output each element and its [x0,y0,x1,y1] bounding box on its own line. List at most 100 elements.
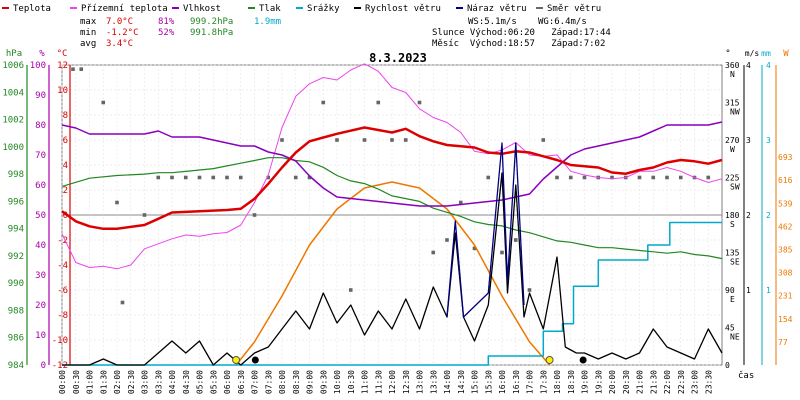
wind-direction-point [486,175,491,180]
direction-tick-label: NW [730,108,740,117]
rain-tick: 2 [766,211,771,220]
humidity-tick: 40 [35,241,46,251]
solar-tick: 231 [778,292,793,301]
x-tick-label: 05:30 [209,370,218,394]
temperature-unit: °C [57,49,68,59]
wind-direction-point [142,213,147,217]
x-tick-label: 06:30 [237,370,246,394]
humidity-tick: 0 [41,361,46,371]
wind-direction-point [170,175,174,180]
temperature-tick: 10 [57,86,68,96]
rain-tick: 1 [766,286,771,295]
wind-direction-point [431,250,436,255]
x-tick-label: 21:00 [636,370,645,394]
pressure-tick: 990 [8,279,24,289]
info-ws: WS:5.1m/s [468,17,517,27]
wind-direction-point [238,175,243,180]
wind-direction-point [403,138,408,142]
x-tick-label: 20:30 [622,370,631,394]
x-axis-label: čas [738,370,754,381]
direction-tick-label: E [730,295,735,304]
temperature-tick: 2 [63,186,68,196]
wind-direction-point [472,246,477,251]
wind-direction-point [445,238,449,242]
series-vlhkost [61,121,723,207]
wind-direction-point [513,238,518,242]
x-tick-label: 02:00 [113,370,122,394]
wind-tick: 4 [746,61,751,70]
wind-direction-point [335,138,339,142]
legend-label: Rychlost větru [365,4,441,14]
summary-min-press: 991.8hPa [190,28,233,38]
x-tick-label: 07:00 [251,370,260,394]
direction-tick: 0 [725,361,730,370]
info-sun: Slunce Východ:06:20 Západ:17:44 [432,28,611,38]
summary-min-label: min [80,28,96,38]
series-slune-n-z-en- [235,181,551,366]
summary-max-rain: 1.9mm [254,17,281,27]
wind-direction-point [266,175,271,180]
x-tick-label: 16:30 [512,370,521,394]
x-tick-label: 20:00 [608,370,617,394]
wind-direction-point [417,100,422,105]
direction-tick: 360 [725,61,740,70]
summary-max-hum: 81% [158,17,175,27]
temperature-tick: -6 [57,286,68,296]
sun-marker [545,356,554,364]
humidity-tick: 10 [35,331,46,341]
solar-tick: 77 [778,338,788,347]
humidity-unit: % [39,49,45,59]
summary-avg-temp: 3.4°C [106,39,133,49]
left-axes: 121086420-2-4-6-8-10-1210061004100210009… [2,61,71,371]
wind-direction-point [665,175,669,180]
wind-direction-point [115,200,119,205]
wind-direction-point [390,138,394,142]
x-tick-label: 14:00 [443,370,452,394]
wind-direction-point [568,175,573,180]
info: WS:5.1m/s WG:6.4m/s Slunce Východ:06:20 … [432,17,611,49]
direction-tick: 225 [725,174,740,183]
wind-direction-point [71,67,75,71]
temperature-tick: 6 [63,136,68,146]
wind-direction-point [120,300,125,305]
wind-direction-point [79,67,84,71]
moon-marker [251,356,259,364]
temperature-tick: -4 [57,261,68,271]
x-tick-label: 17:30 [539,370,548,394]
rain-unit: mm [761,49,771,58]
direction-tick: 180 [725,211,740,220]
x-tick-label: 13:00 [416,370,425,394]
pressure-tick: 984 [8,361,24,371]
pressure-tick: 1000 [2,143,24,153]
solar-tick: 308 [778,269,793,278]
x-tick-label: 14:30 [457,370,466,394]
pressure-tick: 992 [8,252,24,262]
series-n-raz-v-tru [446,142,525,318]
direction-tick-label: NE [730,333,740,342]
sun-marker [232,356,241,364]
x-tick-label: 18:30 [567,370,576,394]
x-tick-label: 05:00 [196,370,205,394]
x-tick-label: 09:30 [319,370,328,394]
x-tick-label: 15:00 [471,370,480,394]
x-tick-label: 03:30 [154,370,163,394]
wind-direction-point [321,100,326,105]
x-tick-label: 02:30 [127,370,136,394]
x-tick-label: 00:30 [72,370,81,394]
x-tick-label: 19:00 [581,370,590,394]
solar-unit: W [783,49,789,59]
wind-direction-point [651,175,656,180]
wind-direction-point [183,175,188,180]
x-axis: 00:00 00:30 01:00 01:30 02:00 02:30 03:00 03:30… [58,370,713,394]
wind-direction-point [307,175,312,180]
wind-direction-point [376,100,381,105]
summary-min-hum: 52% [158,28,175,38]
pressure-tick: 998 [8,170,24,180]
series-layer [61,63,723,366]
x-tick-label: 12:30 [402,370,411,394]
direction-tick-label: SW [730,183,740,192]
solar-tick: 154 [778,315,793,324]
